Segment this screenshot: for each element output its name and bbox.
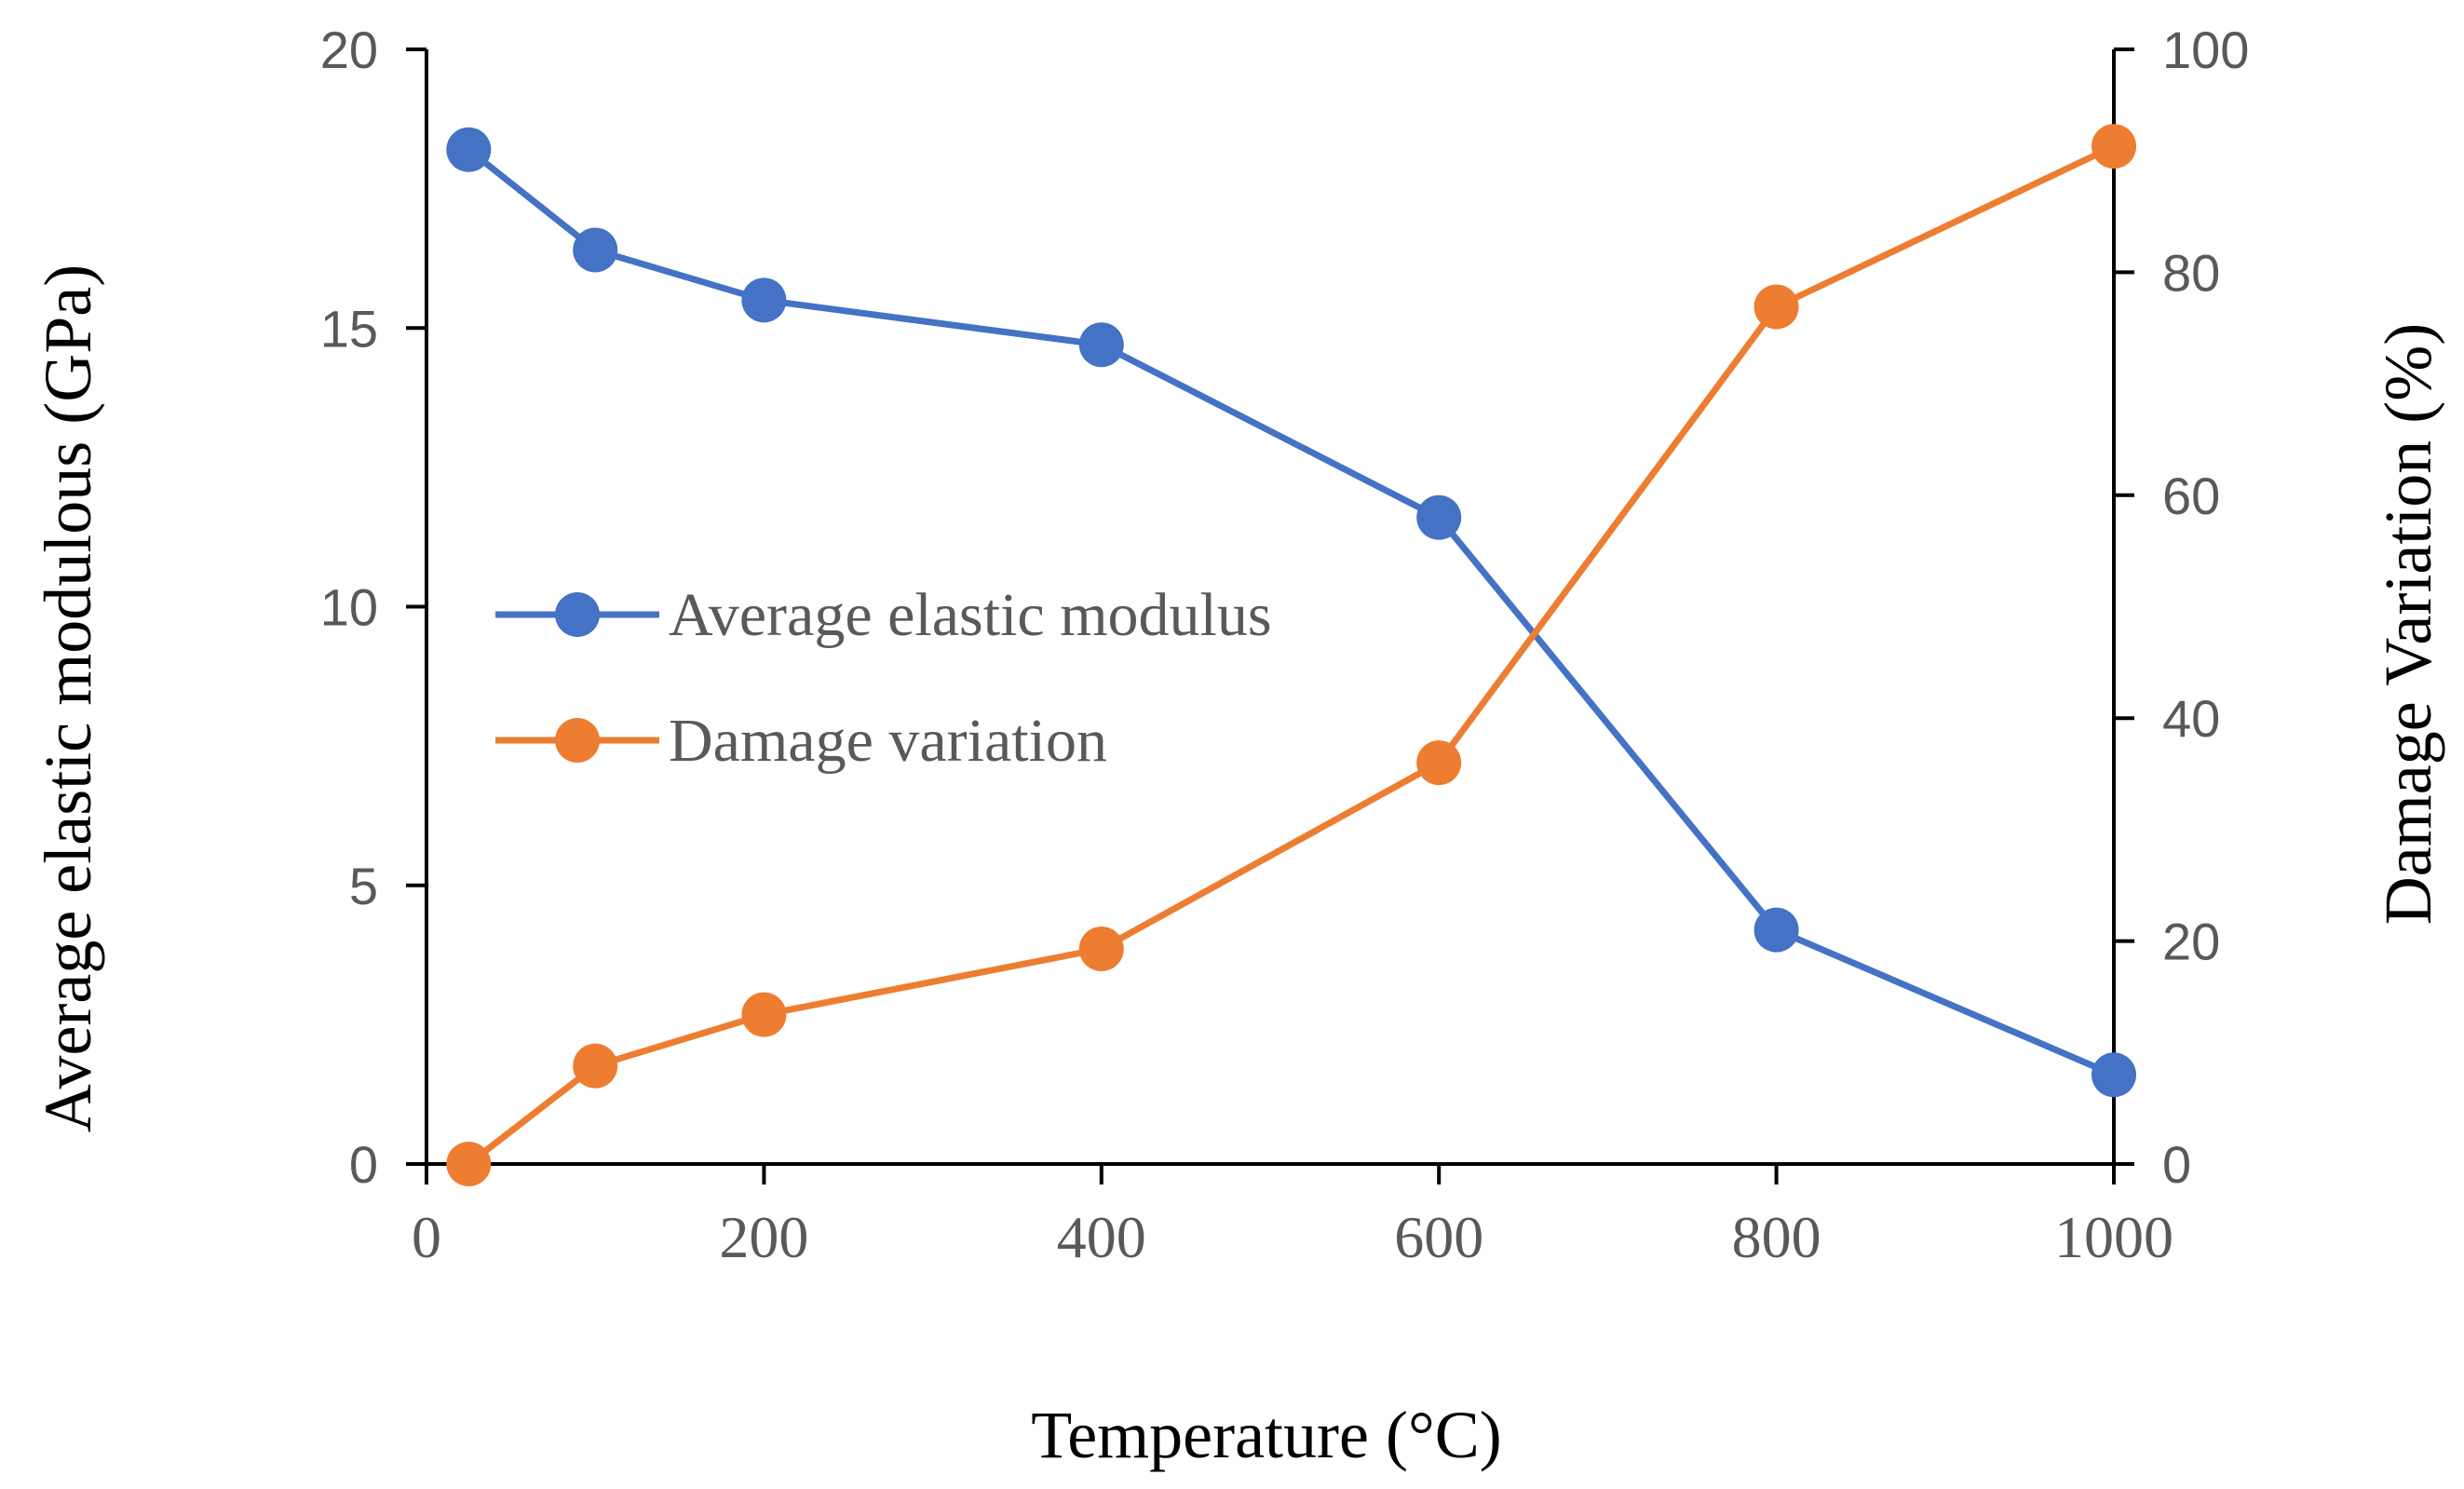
left-y-tick-label: 15 (320, 299, 378, 358)
left-y-tick-label: 0 (349, 1135, 378, 1194)
data-point-damage-variation (446, 1142, 492, 1186)
data-point-damage-variation (573, 1043, 618, 1089)
series-line-damage-variation (467, 142, 2116, 1167)
left-y-tick-label: 20 (320, 20, 378, 79)
left-y-axis-title: Average elastic modulous (GPa) (31, 264, 105, 1132)
series-layer (446, 124, 2136, 1186)
right-y-tick-label: 60 (2162, 467, 2220, 525)
left-y-tick-label: 10 (320, 578, 378, 637)
data-point-average-elastic-modulus (573, 227, 618, 273)
right-y-tick-label: 80 (2162, 243, 2220, 302)
x-tick-label: 0 (412, 1204, 441, 1270)
legend-label-elastic-modulus: Average elastic modulus (669, 581, 1272, 649)
data-point-average-elastic-modulus (1416, 494, 1462, 540)
legend-label-damage-variation: Damage variation (669, 707, 1107, 775)
legend: Average elastic modulus Damage variation (495, 581, 1272, 775)
x-tick-label: 800 (1732, 1204, 1821, 1270)
x-tick-label: 600 (1394, 1204, 1483, 1270)
right-y-tick-label: 100 (2162, 20, 2249, 79)
right-y-tick-label: 0 (2162, 1135, 2191, 1194)
data-point-average-elastic-modulus (1753, 907, 1799, 953)
x-tick-label: 1000 (2054, 1204, 2173, 1270)
left-y-tick-label: 5 (349, 857, 378, 915)
legend-marker-elastic-modulus (555, 592, 600, 637)
data-point-average-elastic-modulus (1078, 322, 1124, 368)
right-y-tick-label: 40 (2162, 689, 2220, 748)
right-y-axis-title: Damage Variation (%) (2371, 323, 2445, 925)
data-point-average-elastic-modulus (741, 277, 787, 323)
x-tick-label: 400 (1057, 1204, 1146, 1270)
right-y-tick-label: 20 (2162, 913, 2220, 971)
data-point-damage-variation (741, 992, 787, 1037)
legend-marker-damage-variation (555, 718, 600, 763)
data-point-damage-variation (1753, 284, 1799, 330)
data-point-damage-variation (1078, 926, 1124, 971)
data-point-damage-variation (2092, 124, 2136, 169)
data-point-average-elastic-modulus (446, 127, 492, 172)
x-tick-label: 200 (719, 1204, 808, 1270)
data-point-damage-variation (1416, 740, 1462, 786)
x-axis-title: Temperature (°C) (1031, 1398, 1502, 1472)
data-point-average-elastic-modulus (2092, 1052, 2136, 1098)
